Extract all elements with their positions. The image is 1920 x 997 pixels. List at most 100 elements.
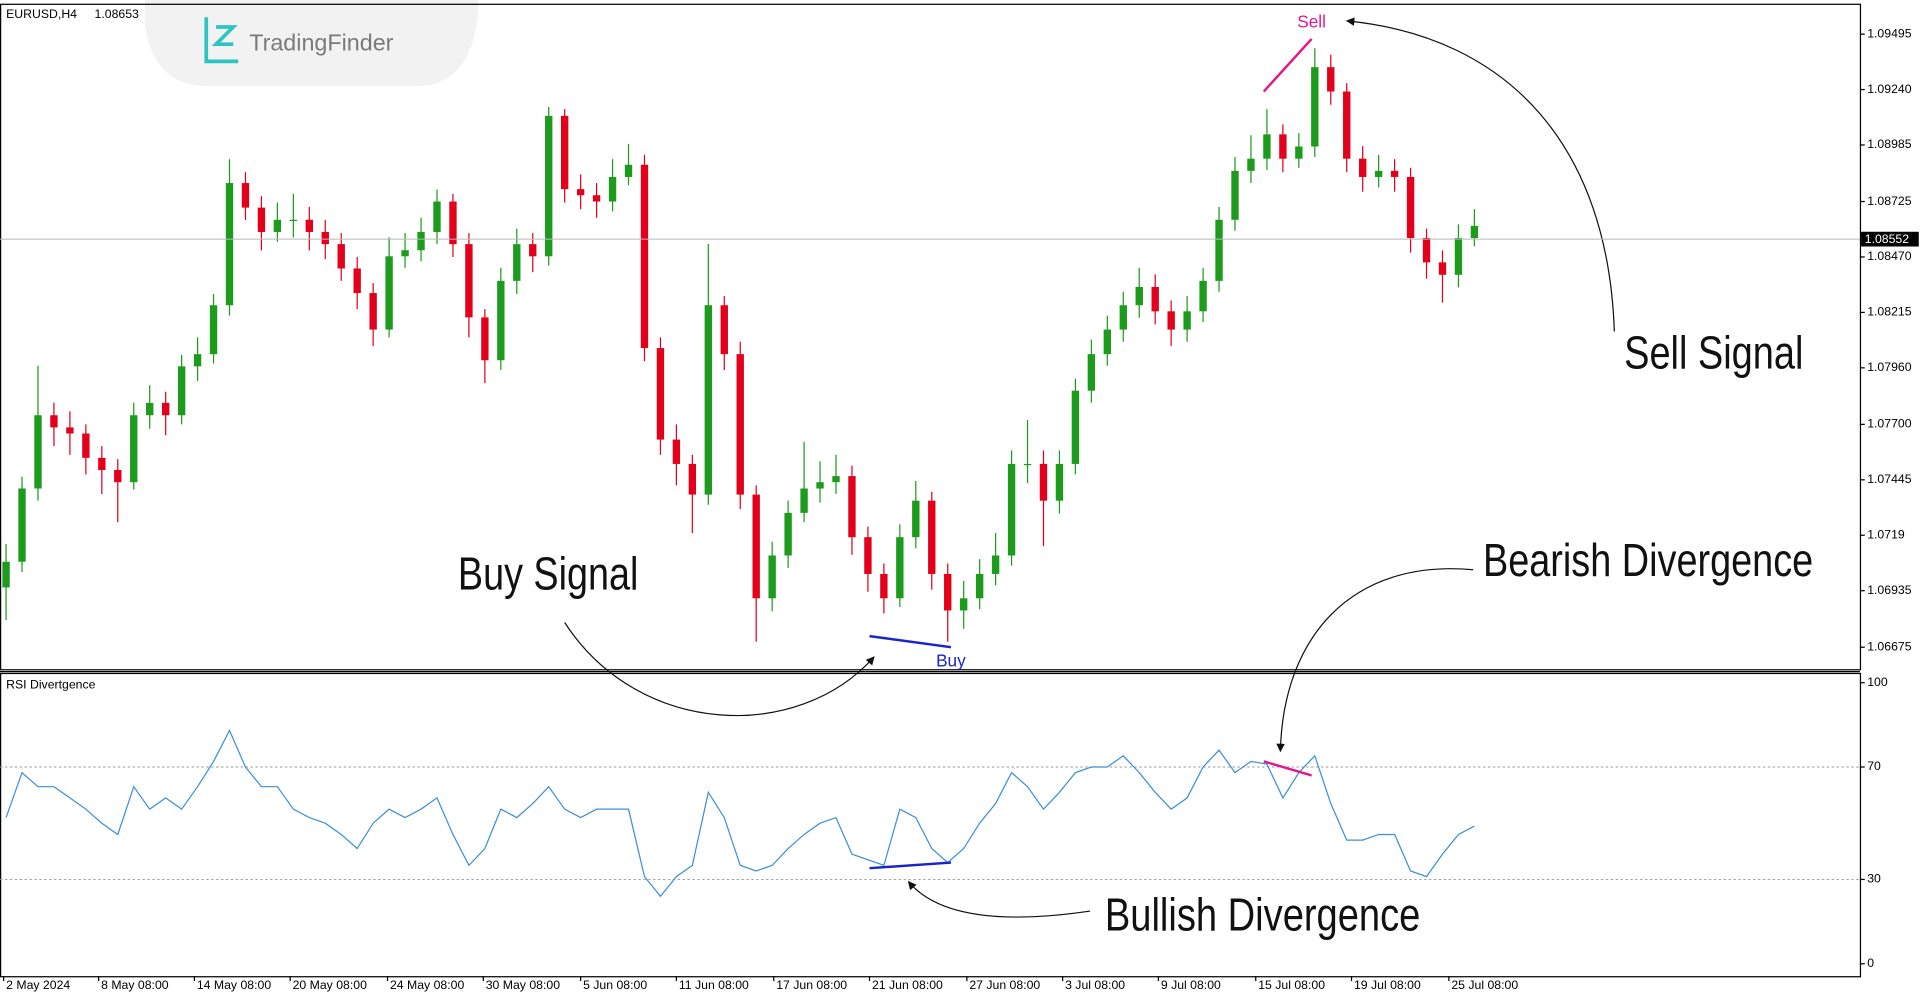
candle-body — [241, 183, 250, 208]
candles — [2, 48, 1479, 642]
y-tick-label: 70 — [1867, 759, 1881, 773]
candle-body — [193, 354, 202, 367]
annotation: Bullish Divergence — [1105, 889, 1420, 941]
candle-body — [449, 201, 457, 245]
candle-body — [1454, 238, 1463, 275]
candle-body — [98, 457, 106, 471]
symbol: EURUSD,H4 — [6, 7, 77, 21]
candle-body — [688, 463, 697, 495]
candle-body — [1470, 225, 1479, 239]
x-tick-label: 24 May 08:00 — [390, 978, 464, 992]
candle-body — [1390, 170, 1399, 177]
candle-body — [225, 183, 234, 306]
candle-body — [1231, 170, 1239, 220]
x-tick-label: 9 Jul 08:00 — [1161, 978, 1221, 992]
y-tick-label: 0 — [1867, 956, 1874, 970]
candle-body — [720, 305, 728, 355]
rsi-line — [5, 729, 1475, 898]
candle-body — [1199, 280, 1207, 312]
signal-line — [1262, 38, 1313, 93]
candle-body — [257, 207, 266, 232]
candle-body — [1103, 329, 1112, 355]
y-tick-label: 1.08725 — [1867, 194, 1912, 208]
x-tick-label: 14 May 08:00 — [197, 978, 271, 992]
candle-body — [2, 561, 10, 588]
logo-text: TradingFinder — [249, 29, 393, 55]
candle-body — [1247, 158, 1255, 171]
candle-body — [880, 573, 888, 599]
candle-body — [305, 219, 313, 232]
candle-body — [864, 537, 872, 574]
x-tick-label: 30 May 08:00 — [486, 978, 560, 992]
candle-body — [1055, 463, 1064, 501]
candle-body — [896, 537, 904, 599]
y-tick-label: 1.09240 — [1867, 82, 1912, 96]
candle-body — [959, 598, 968, 611]
annotation: Buy Signal — [458, 547, 638, 599]
candle-body — [321, 231, 329, 245]
candle-body — [497, 280, 505, 361]
arrow — [907, 880, 1091, 918]
y-tick-label: 1.08985 — [1867, 137, 1912, 151]
current-price-label: 1.08552 — [1865, 232, 1910, 246]
candle-body — [1007, 463, 1016, 556]
candle-body — [800, 488, 808, 513]
x-tick-label: 21 Jun 08:00 — [872, 978, 943, 992]
candle-body — [1023, 463, 1032, 466]
arrow — [1276, 568, 1474, 753]
x-tick-label: 5 Jun 08:00 — [583, 978, 647, 992]
candle-body — [1295, 146, 1303, 159]
candle-body — [1215, 219, 1223, 281]
divergence-line — [869, 861, 951, 870]
x-tick-label: 19 Jul 08:00 — [1354, 978, 1421, 992]
candle-body — [1327, 67, 1335, 92]
candle-body — [130, 415, 138, 483]
candle-body — [1039, 463, 1048, 501]
y-tick-label: 1.07960 — [1867, 360, 1912, 374]
candle-body — [114, 470, 122, 483]
x-tick-label: 20 May 08:00 — [293, 978, 367, 992]
candle-body — [273, 219, 282, 232]
candle-body — [50, 415, 58, 428]
candle-body — [177, 366, 186, 416]
candle-body — [369, 293, 377, 330]
candle-body — [385, 256, 393, 330]
x-tick-label: 15 Jul 08:00 — [1258, 978, 1325, 992]
current-price-box — [1861, 231, 1919, 247]
x-tick-label: 27 Jun 08:00 — [969, 978, 1040, 992]
price-frame — [0, 3, 1862, 671]
candle-body — [624, 164, 633, 177]
header-price: 1.08653 — [95, 7, 140, 21]
candle-body — [82, 433, 90, 458]
candle-body — [1087, 354, 1096, 391]
divergence-line — [1263, 760, 1312, 777]
candle-body — [1183, 311, 1191, 330]
candle-body — [784, 512, 792, 556]
candle-body — [1422, 238, 1431, 263]
x-tick-label: 17 Jun 08:00 — [776, 978, 847, 992]
candle-body — [736, 354, 744, 495]
candle-body — [1119, 305, 1127, 330]
candle-body — [146, 402, 154, 416]
candle-body — [1167, 311, 1175, 330]
candle-body — [656, 348, 665, 440]
candle-body — [433, 201, 441, 232]
candle-body — [1438, 262, 1447, 275]
candle-body — [401, 250, 409, 257]
logo-icon — [204, 17, 239, 64]
annotation: Bearish Divergence — [1483, 534, 1813, 586]
candle-body — [991, 555, 1000, 574]
candle-body — [465, 244, 473, 318]
x-tick-label: 11 Jun 08:00 — [679, 978, 749, 992]
candle-body — [34, 415, 42, 489]
candle-body — [513, 244, 521, 281]
candle-body — [289, 219, 298, 222]
candle-body — [1359, 158, 1367, 177]
annotation: Sell Signal — [1624, 326, 1803, 378]
candle-body — [1311, 67, 1319, 147]
candle-body — [704, 305, 712, 495]
candle-body — [1374, 170, 1383, 177]
candle-body — [832, 476, 840, 483]
candle-body — [1279, 134, 1287, 159]
